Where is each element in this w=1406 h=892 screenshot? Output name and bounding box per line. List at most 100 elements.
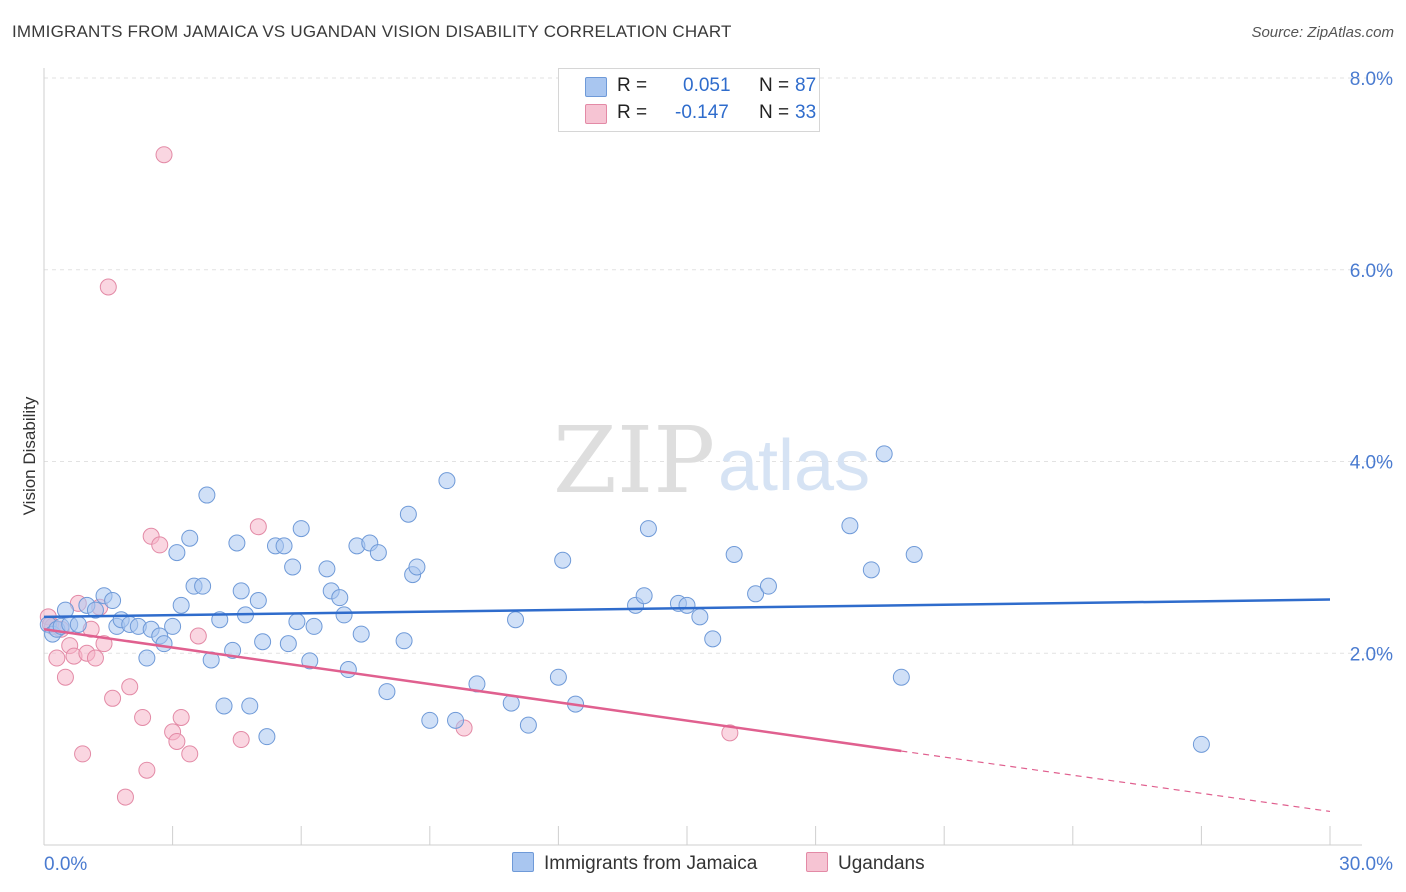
ugandans-point <box>86 649 104 667</box>
jamaica-point <box>447 711 465 729</box>
x-tick-label-min: 0.0% <box>44 854 87 875</box>
jamaica-point <box>232 582 250 600</box>
jamaica-point <box>335 606 353 624</box>
ugandans-trend-line <box>43 628 902 753</box>
jamaica-point <box>421 711 439 729</box>
jamaica-point <box>905 545 923 563</box>
jamaica-point <box>554 551 572 569</box>
jamaica-point <box>288 613 306 631</box>
y-tick-labels: 2.0% 4.0% 6.0% 8.0% <box>1350 69 1393 665</box>
jamaica-point <box>292 520 310 538</box>
jamaica-point <box>892 668 910 686</box>
bottom-legend-swatch-ugandans <box>806 852 828 872</box>
legend-r-value: -0.147 <box>675 102 729 123</box>
jamaica-point <box>104 592 122 610</box>
jamaica-point <box>258 728 276 746</box>
legend-swatch-jamaica <box>585 77 607 97</box>
jamaica-point <box>759 577 777 595</box>
jamaica-point <box>284 558 302 576</box>
ugandans-point <box>56 668 74 686</box>
y-tick-label: 6.0% <box>1350 261 1393 282</box>
ugandans-point <box>134 708 152 726</box>
jamaica-point <box>395 632 413 650</box>
jamaica-point <box>339 661 357 679</box>
legend-n-value: 33 <box>795 102 817 123</box>
jamaica-point <box>275 537 293 555</box>
jamaica-point <box>378 683 396 701</box>
chart-title: IMMIGRANTS FROM JAMAICA VS UGANDAN VISIO… <box>12 22 732 41</box>
legend-r-label: R = <box>617 102 648 123</box>
bottom-legend-label-ugandans: Ugandans <box>838 853 925 874</box>
jamaica-point <box>438 472 456 490</box>
jamaica-point <box>1192 735 1210 753</box>
ugandans-point <box>172 708 190 726</box>
y-tick-label: 4.0% <box>1350 453 1393 474</box>
jamaica-point <box>215 697 233 715</box>
jamaica-point <box>862 561 880 579</box>
watermark-atlas: atlas <box>718 426 870 506</box>
jamaica-point <box>704 630 722 648</box>
y-axis-label: Vision Disability <box>20 396 39 515</box>
y-tick-label: 8.0% <box>1350 69 1393 90</box>
jamaica-point <box>678 596 696 614</box>
ugandans-point <box>249 518 267 536</box>
trend-lines <box>43 598 1331 813</box>
ugandans-trend-extension <box>901 750 1331 813</box>
jamaica-point <box>725 545 743 563</box>
grid <box>44 77 1392 654</box>
jamaica-point <box>519 716 537 734</box>
x-axis-ticks <box>172 826 1331 845</box>
jamaica-point <box>305 617 323 635</box>
axes <box>43 68 1362 846</box>
bottom-legend-label-jamaica: Immigrants from Jamaica <box>544 853 758 874</box>
jamaica-point <box>369 544 387 562</box>
ugandans-point <box>121 678 139 696</box>
jamaica-point <box>318 560 336 578</box>
jamaica-point <box>228 534 246 552</box>
bottom-legend-jamaica: Immigrants from Jamaica <box>512 852 757 875</box>
ugandans-point <box>48 649 66 667</box>
jamaica-point <box>549 668 567 686</box>
ugandans-point <box>104 689 122 707</box>
watermark: ZIP atlas <box>553 407 870 514</box>
jamaica-point <box>164 617 182 635</box>
y-tick-label: 2.0% <box>1350 644 1393 665</box>
jamaica-point <box>875 445 893 463</box>
ugandans-point <box>189 627 207 645</box>
jamaica-point <box>279 635 297 653</box>
stats-legend: R = 0.051 N = 87 R = -0.147 N = 33 <box>558 68 820 132</box>
jamaica-point <box>507 611 525 629</box>
jamaica-point <box>172 596 190 614</box>
ugandans-point <box>116 788 134 806</box>
ugandans-point <box>721 724 739 742</box>
legend-r-label: R = <box>617 75 648 96</box>
x-tick-label-max: 30.0% <box>1339 854 1393 875</box>
jamaica-point <box>168 544 186 562</box>
bottom-legend-ugandans: Ugandans <box>806 852 925 875</box>
legend-r-value: 0.051 <box>683 75 731 96</box>
legend-n-label: N = <box>759 75 790 96</box>
jamaica-point <box>69 615 87 633</box>
bottom-legend-swatch-jamaica <box>512 852 534 872</box>
jamaica-point <box>301 652 319 670</box>
ugandans-point <box>99 278 117 296</box>
jamaica-point <box>198 486 216 504</box>
jamaica-point <box>181 529 199 547</box>
ugandans-point <box>138 761 156 779</box>
legend-swatch-ugandans <box>585 104 607 124</box>
jamaica-point <box>635 587 653 605</box>
jamaica-point <box>241 697 259 715</box>
jamaica-point <box>691 608 709 626</box>
source-label: Source: ZipAtlas.com <box>1251 24 1394 41</box>
ugandans-point <box>168 732 186 750</box>
ugandans-point <box>232 731 250 749</box>
jamaica-point <box>639 520 657 538</box>
jamaica-point <box>86 601 104 619</box>
ugandans-point <box>74 745 92 763</box>
jamaica-point <box>352 625 370 643</box>
ugandans-point <box>95 635 113 653</box>
jamaica-point <box>138 649 156 667</box>
ugandans-point <box>155 146 173 164</box>
ugandans-point <box>181 745 199 763</box>
